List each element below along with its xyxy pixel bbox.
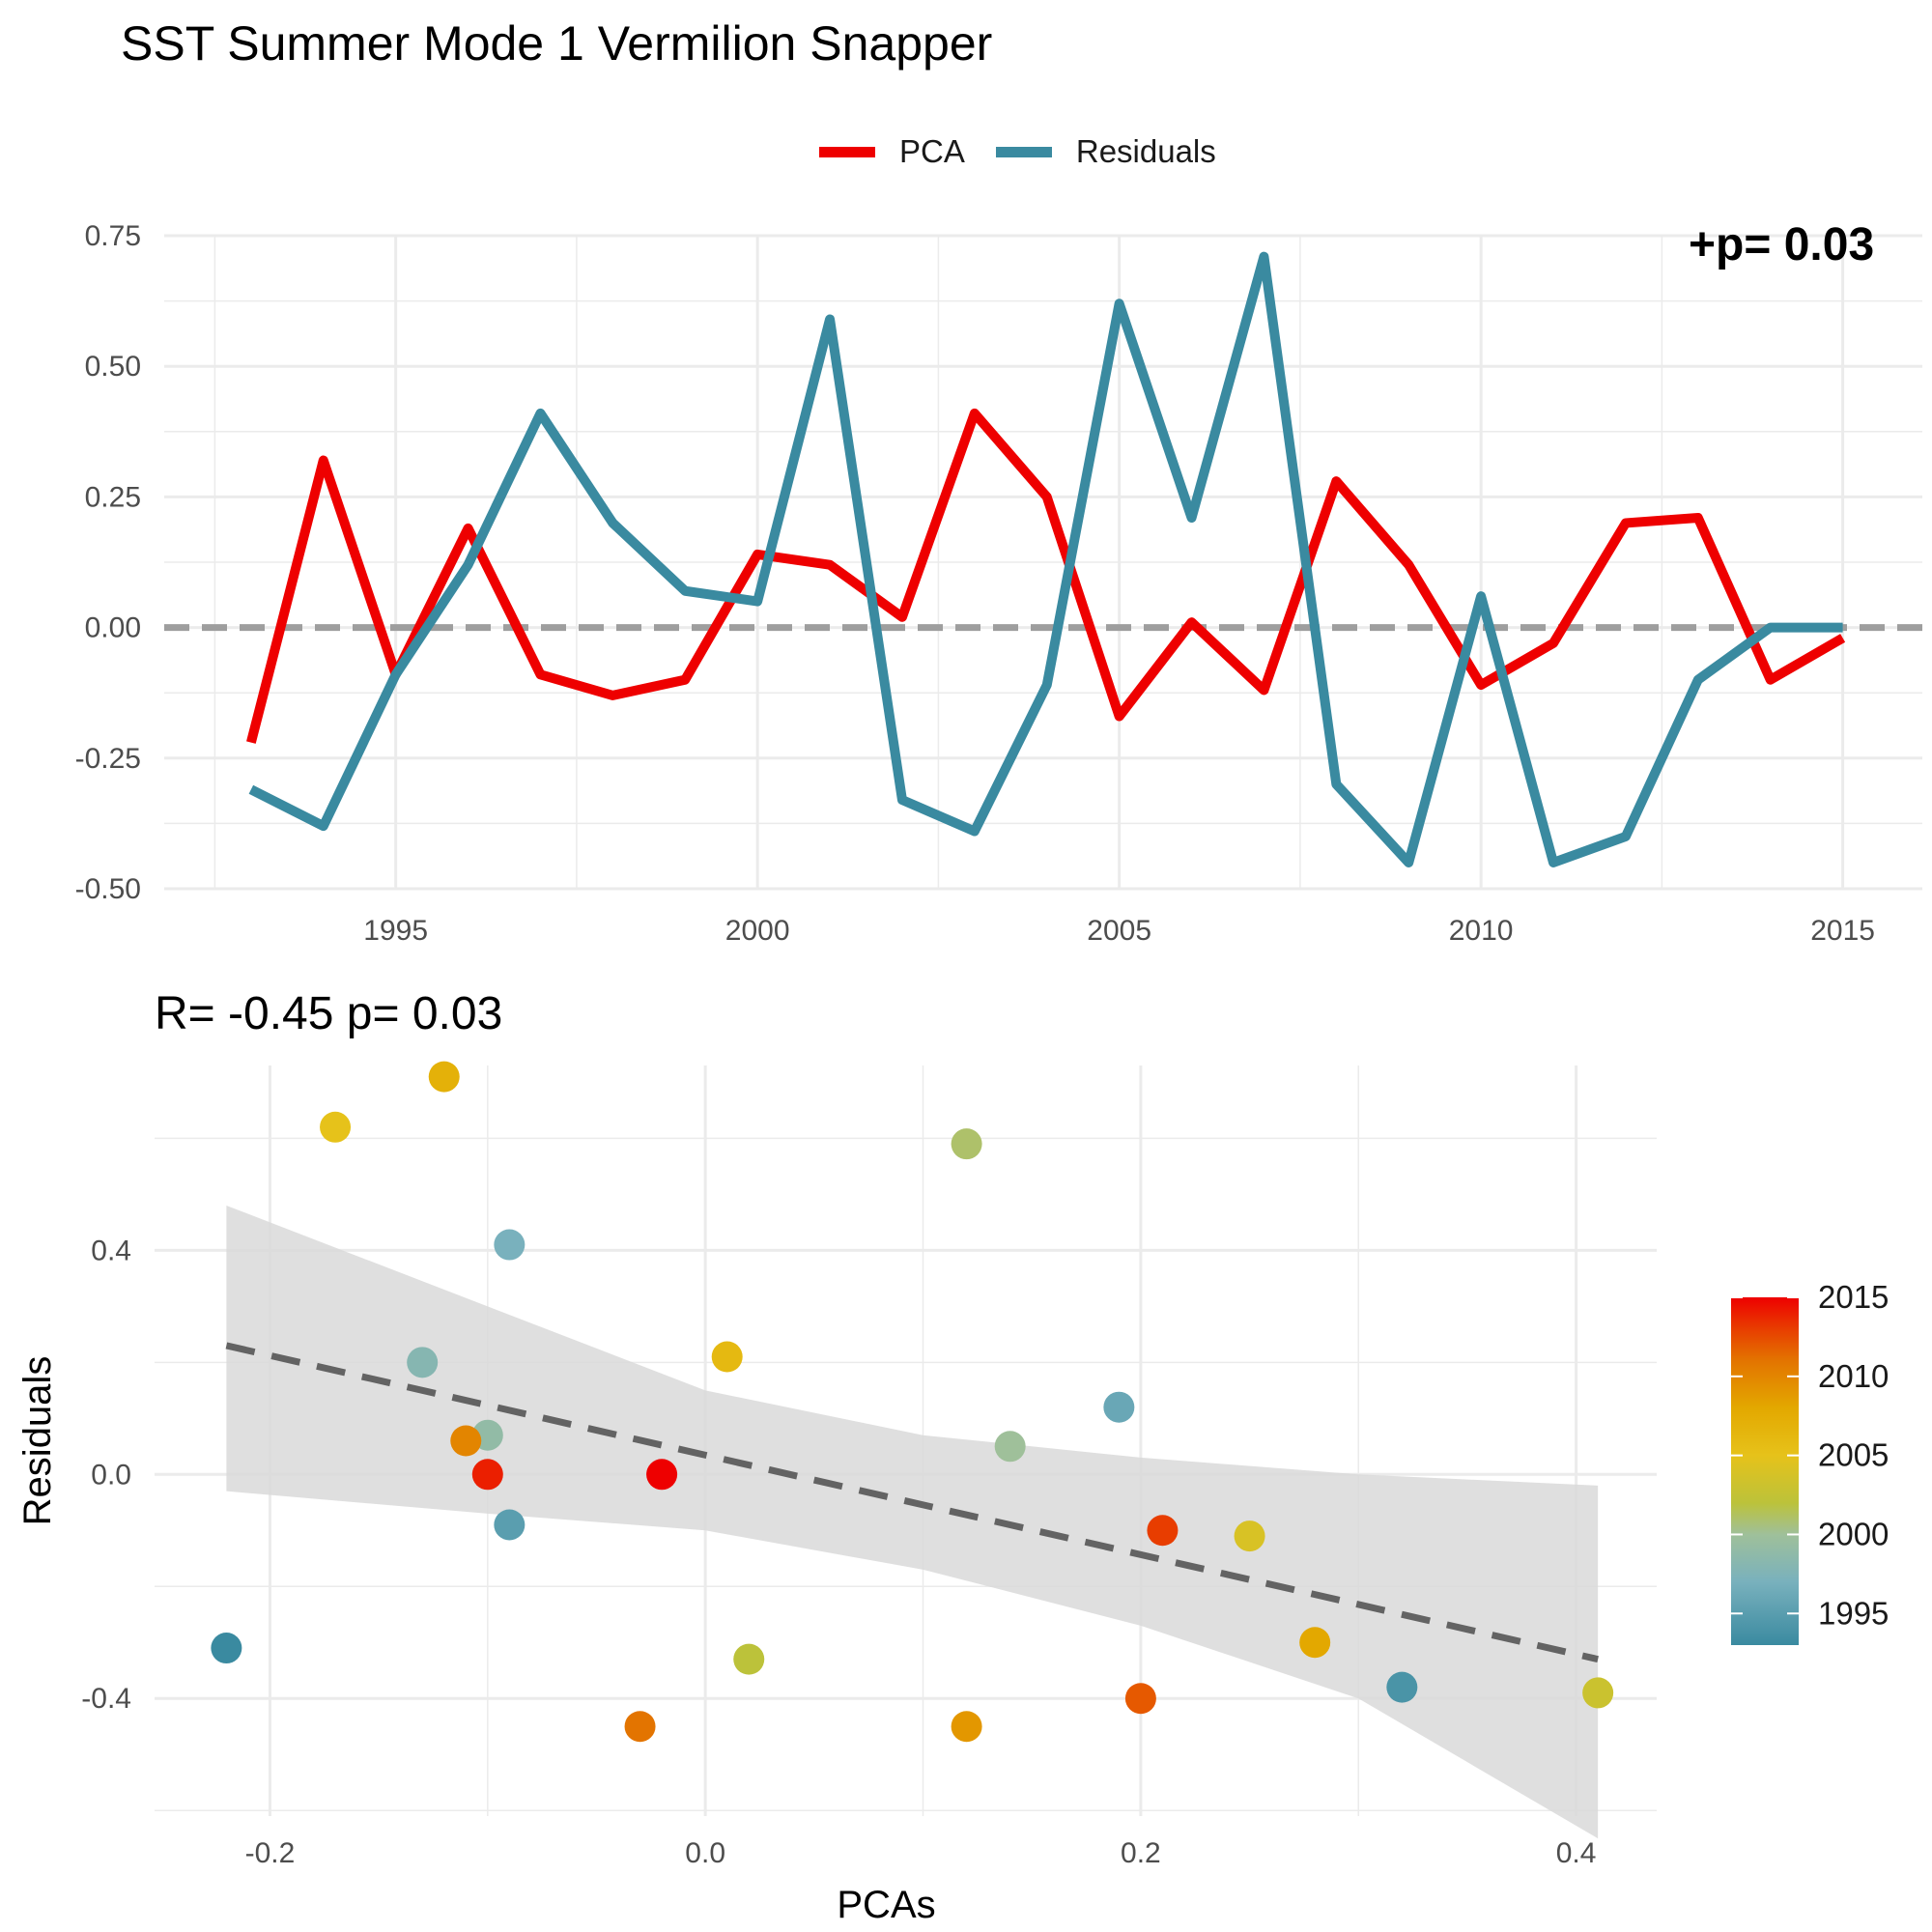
pca-series-line [246,408,1846,744]
scatter-point-1995 [494,1509,526,1541]
scatter-point-1993 [211,1633,242,1664]
scatter-point-2014 [471,1459,503,1491]
y-tick-label: 0.75 [85,220,141,252]
scatter-point-2008 [1299,1627,1331,1659]
legend-swatch-residuals [995,146,1052,157]
x-tick-label: -0.2 [245,1837,296,1869]
y-tick-label: 0.4 [91,1235,131,1266]
x-tick-label: 2015 [1810,915,1875,947]
x-tick-label: 0.4 [1556,1837,1597,1869]
y-axis-title: Residuals [16,1356,59,1526]
correlation-label: R= -0.45 p= 0.03 [155,988,503,1039]
page-title: SST Summer Mode 1 Vermilion Snapper [121,16,993,71]
y-tick-label: -0.50 [75,873,141,905]
colorbar-label: 2010 [1818,1358,1889,1394]
colorbar-label: 2005 [1818,1437,1889,1473]
x-axis-title: PCAs [837,1884,935,1926]
confidence-ribbon [226,1205,1599,1839]
bottom-scatter-chart: 0.4 0.0 -0.4 -0.2 0.0 0.2 0.4 PCAs Residuals 1995… [16,1061,1889,1926]
scatter-point-2005 [320,1111,352,1143]
scatter-point-2011 [624,1711,656,1743]
legend-swatch-pca [819,146,875,157]
scatter-point-2000 [994,1431,1026,1463]
regression-fit-line [225,1342,1599,1663]
scatter-point-2012 [1124,1683,1156,1715]
scatter-point-1997 [494,1229,526,1261]
y-tick-label: -0.4 [81,1683,131,1715]
legend-item-pca: PCA [819,133,965,170]
top-line-chart: 0.75 0.50 0.25 0.00 -0.25 -0.50 1995 2000 2005 20… [75,220,1922,947]
x-tick-label: 1995 [363,915,428,947]
scatter-point-1994 [1386,1671,1418,1703]
scatter-point-1996 [1103,1391,1135,1423]
x-tick-label: 0.0 [685,1837,725,1869]
x-tick-label: 0.2 [1121,1837,1161,1869]
y-tick-label: 0.00 [85,612,141,644]
residuals-series-line [248,251,1843,867]
x-tick-label: 2010 [1449,915,1514,947]
y-tick-label: -0.25 [75,743,141,775]
y-tick-label: 0.50 [85,351,141,383]
clipped-annotation: +p= 0.03 [1689,219,1875,270]
scatter-point-1998 [407,1347,439,1378]
y-tick-label: 0.0 [91,1459,131,1491]
colorbar-label: 2000 [1818,1516,1889,1551]
legend-label-residuals: Residuals [1075,133,1216,169]
scatter-point-2003 [1582,1677,1614,1709]
scatter-point-2002 [733,1643,765,1675]
legend-item-residuals: Residuals [995,133,1216,170]
y-tick-label: 0.25 [85,481,141,513]
scatter-point-2013 [1147,1515,1179,1547]
colorbar-label: 2015 [1818,1279,1889,1315]
scatter-point-2006 [711,1341,743,1373]
colorbar [1731,1297,1799,1645]
x-tick-label: 2000 [725,915,790,947]
scatter-point-2010 [450,1425,482,1457]
top-legend: PCA Residuals [819,128,1247,176]
legend-label-pca: PCA [899,133,965,169]
scatter-point-2007 [428,1061,460,1093]
x-tick-label: 2005 [1087,915,1151,947]
scatter-point-2015 [646,1459,678,1491]
scatter-point-2004 [1234,1520,1265,1552]
scatter-point-2001 [951,1128,982,1160]
scatter-point-2009 [951,1711,982,1743]
colorbar-label: 1995 [1818,1595,1889,1631]
